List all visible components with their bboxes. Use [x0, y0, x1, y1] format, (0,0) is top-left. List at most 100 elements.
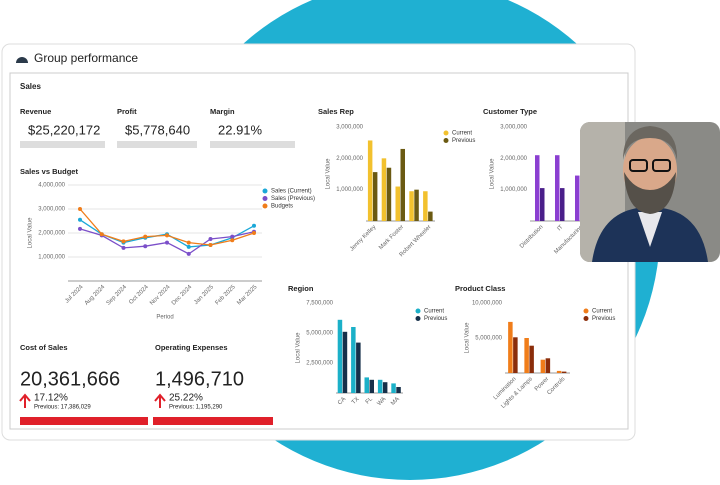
- photo: [580, 122, 720, 262]
- bar: [337, 319, 343, 393]
- up-arrow: [19, 393, 31, 408]
- bar: [381, 158, 387, 221]
- bar: [367, 140, 373, 221]
- legend-label: Current: [592, 309, 612, 315]
- up-arrow: [154, 393, 166, 408]
- x-tick-label: FL: [365, 396, 375, 406]
- kpi-value: $5,778,640: [125, 122, 190, 137]
- y-tick-label: 1,000,000: [38, 255, 65, 261]
- kpi-label: Operating Expenses: [155, 343, 228, 352]
- point: [208, 243, 213, 247]
- kpi-previous: Previous: 17,386,029: [34, 405, 91, 411]
- point: [252, 223, 256, 228]
- legend-label: Current: [452, 131, 472, 137]
- y-axis-label: Local Value: [296, 332, 302, 364]
- bar: [545, 358, 551, 373]
- bar: [423, 191, 428, 221]
- kpi-bar: [153, 417, 273, 425]
- bar: [529, 345, 534, 373]
- x-tick-label: WA: [377, 396, 388, 407]
- point: [78, 217, 82, 222]
- kpi-bar: [210, 141, 295, 148]
- legend-swatch: [443, 138, 449, 143]
- kpi-value: 20,361,666: [20, 368, 120, 390]
- legend-swatch: [262, 196, 268, 201]
- bar: [540, 188, 545, 221]
- bar: [560, 188, 565, 221]
- bar: [575, 175, 580, 221]
- bar: [535, 155, 540, 221]
- legend-label: Current: [424, 309, 444, 315]
- bar: [382, 382, 388, 393]
- kpi-label: Profit: [117, 107, 137, 116]
- kpi-label: Revenue: [20, 107, 51, 116]
- legend-label: Previous: [592, 316, 615, 322]
- point: [252, 231, 256, 235]
- y-axis-label: Local Value: [28, 217, 34, 249]
- point: [78, 207, 82, 211]
- y-tick-label: 1,000,000: [500, 187, 527, 193]
- y-tick-label: 5,000,000: [306, 331, 333, 337]
- point: [78, 226, 82, 231]
- bar: [561, 371, 567, 373]
- bar: [386, 167, 392, 221]
- point: [208, 237, 213, 241]
- y-tick-label: 2,500,000: [306, 361, 333, 367]
- y-tick-label: 7,500,000: [306, 301, 333, 307]
- legend-swatch: [443, 130, 449, 136]
- kpi-bar: [117, 141, 197, 148]
- point: [121, 245, 126, 250]
- bar: [556, 370, 562, 373]
- bar: [395, 186, 400, 221]
- kpi-value: 22.91%: [218, 122, 263, 137]
- gauge-icon: [16, 57, 28, 63]
- y-tick-label: 3,000,000: [500, 125, 527, 131]
- kpi-change: 17.12%: [34, 393, 68, 404]
- y-tick-label: 5,000,000: [475, 336, 502, 342]
- y-axis-label: Local Value: [465, 322, 471, 354]
- kpi-change: 25.22%: [169, 393, 203, 404]
- bar: [396, 387, 401, 393]
- legend-label: Sales (Current): [271, 189, 312, 195]
- kpi-value: $25,220,172: [28, 122, 100, 137]
- section-title: Sales: [20, 82, 41, 91]
- x-tick-label: IT: [557, 224, 565, 232]
- y-axis-label: Local Value: [326, 158, 332, 190]
- legend-swatch: [415, 308, 421, 314]
- point: [143, 234, 148, 239]
- point: [230, 238, 235, 243]
- bar: [351, 327, 356, 393]
- y-axis-label: Local Value: [490, 158, 496, 190]
- y-tick-label: 1,000,000: [336, 187, 363, 193]
- kpi-bar: [20, 141, 105, 148]
- chart-title: Product Class: [455, 284, 505, 293]
- y-tick-label: 3,000,000: [336, 125, 363, 131]
- kpi-value: 1,496,710: [155, 368, 244, 390]
- bar: [409, 191, 414, 221]
- chart-title: Customer Type: [483, 107, 537, 116]
- legend-label: Previous: [452, 138, 475, 144]
- legend-swatch: [583, 308, 589, 314]
- bar: [372, 172, 378, 221]
- legend-label: Budgets: [271, 204, 293, 210]
- bar: [428, 211, 433, 221]
- y-tick-label: 2,000,000: [500, 156, 527, 162]
- bar: [364, 377, 369, 393]
- bar: [400, 148, 405, 221]
- bar: [513, 337, 518, 373]
- point: [143, 244, 148, 249]
- point: [186, 244, 191, 249]
- chart-title: Sales Rep: [318, 107, 354, 116]
- kpi-label: Cost of Sales: [20, 343, 68, 352]
- legend-label: Sales (Previous): [271, 196, 315, 202]
- x-tick-label: TX: [351, 396, 361, 406]
- point: [121, 239, 126, 244]
- kpi-previous: Previous: 1,195,290: [169, 405, 223, 411]
- bar: [391, 383, 396, 393]
- point: [165, 240, 169, 245]
- x-tick-label: MA: [390, 396, 401, 407]
- bar: [342, 331, 348, 393]
- x-axis-label: Period: [156, 315, 173, 321]
- bar: [414, 189, 419, 221]
